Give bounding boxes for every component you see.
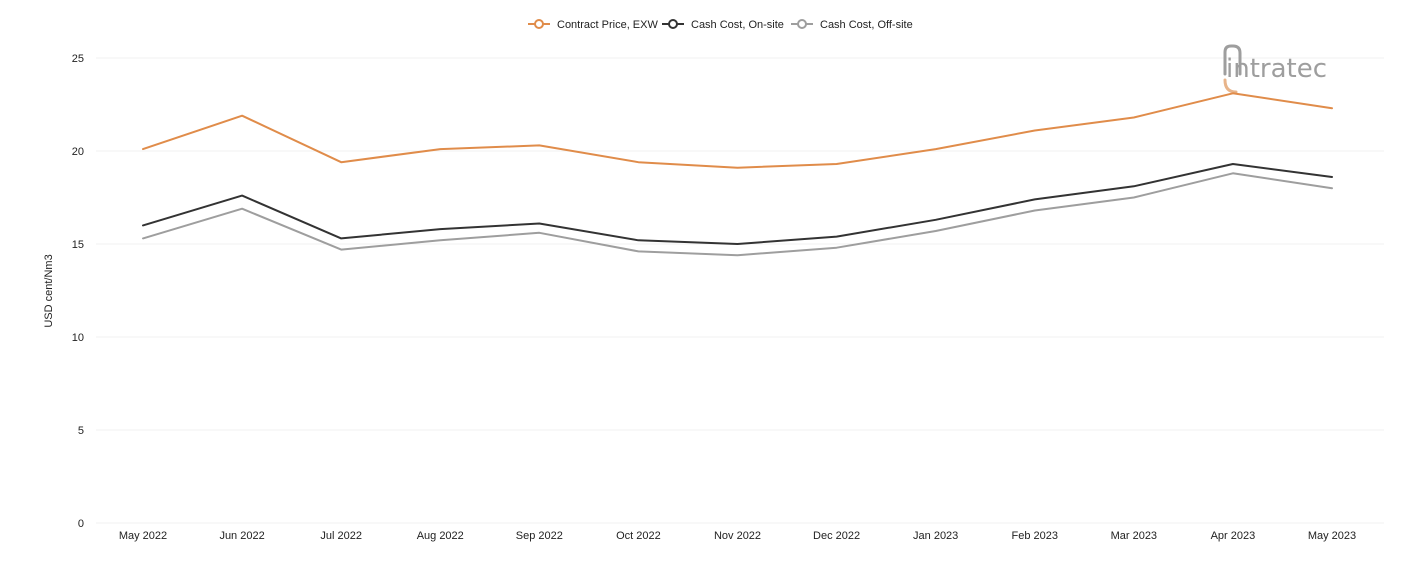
y-axis-title: USD cent/Nm3 <box>43 254 55 327</box>
y-tick-label: 5 <box>78 425 84 437</box>
x-tick-label: Apr 2023 <box>1211 530 1256 542</box>
legend-marker-icon <box>668 19 678 29</box>
series-lines <box>142 92 1333 257</box>
y-axis-ticks: 0 5 10 15 20 25 <box>72 53 84 530</box>
x-tick-label: May 2022 <box>119 530 167 542</box>
x-tick-label: Jun 2022 <box>219 530 264 542</box>
x-tick-label: Jul 2022 <box>320 530 362 542</box>
x-tick-label: Dec 2022 <box>813 530 860 542</box>
y-tick-label: 10 <box>72 332 84 344</box>
logo-text: intratec <box>1226 54 1327 84</box>
x-tick-label: Mar 2023 <box>1111 530 1157 542</box>
x-tick-label: May 2023 <box>1308 530 1356 542</box>
legend: Contract Price, EXW Cash Cost, On-site Cas… <box>528 19 913 31</box>
x-axis-ticks: May 2022 Jun 2022 Jul 2022 Aug 2022 Sep 2022… <box>119 530 1356 542</box>
y-tick-label: 15 <box>72 239 84 251</box>
legend-marker-icon <box>534 19 544 29</box>
logo-accent-icon <box>1223 78 1238 94</box>
x-tick-label: Aug 2022 <box>417 530 464 542</box>
legend-label: Contract Price, EXW <box>557 19 658 31</box>
x-tick-label: Feb 2023 <box>1012 530 1058 542</box>
x-tick-label: Jan 2023 <box>913 530 958 542</box>
legend-item-0[interactable]: Contract Price, EXW <box>528 19 658 31</box>
grid-lines <box>96 57 1384 524</box>
legend-label: Cash Cost, On-site <box>691 19 784 31</box>
legend-item-1[interactable]: Cash Cost, On-site <box>662 19 784 31</box>
intratec-logo: intratec <box>1223 44 1327 94</box>
series-line-2 <box>142 172 1333 257</box>
logo-mark-icon <box>1223 44 1242 76</box>
legend-marker-icon <box>797 19 807 29</box>
y-tick-label: 20 <box>72 146 84 158</box>
legend-item-2[interactable]: Cash Cost, Off-site <box>791 19 913 31</box>
x-tick-label: Oct 2022 <box>616 530 661 542</box>
legend-label: Cash Cost, Off-site <box>820 19 913 31</box>
y-tick-label: 0 <box>78 518 84 530</box>
series-line-1 <box>142 163 1333 245</box>
y-tick-label: 25 <box>72 53 84 65</box>
x-tick-label: Sep 2022 <box>516 530 563 542</box>
x-tick-label: Nov 2022 <box>714 530 761 542</box>
series-line-0 <box>142 92 1333 169</box>
